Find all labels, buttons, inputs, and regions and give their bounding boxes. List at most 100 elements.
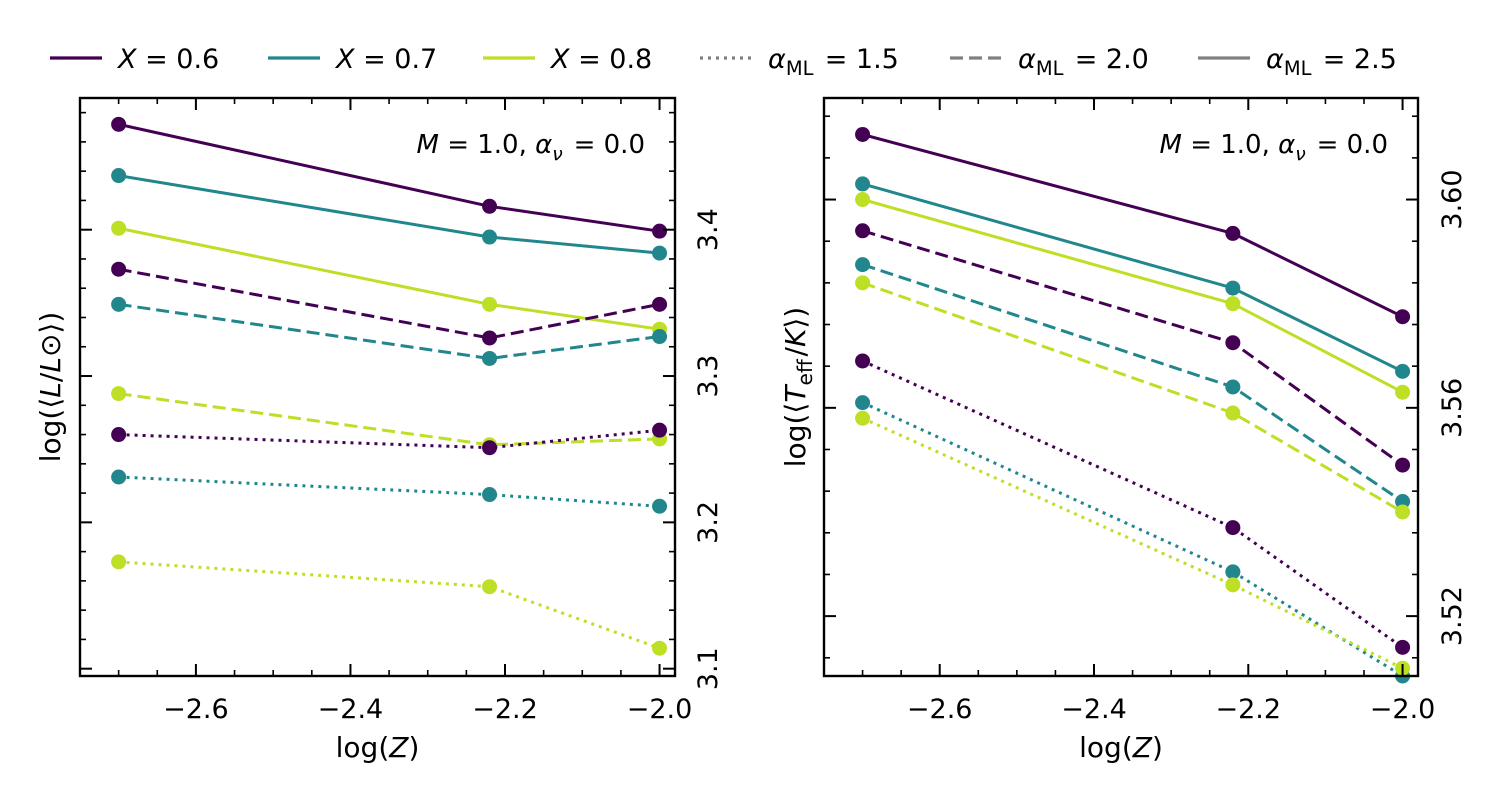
data-point-6-1 [482,440,498,456]
data-point-0-0 [111,116,127,132]
y-tick-label: 3.4 [693,208,724,251]
series-line-2 [862,198,1404,394]
data-point-4-2 [652,329,668,345]
data-point-5-0 [855,275,871,291]
x-tick-label: −2.4 [1061,694,1127,725]
data-point-2-1 [1225,296,1241,312]
legend-item-a15: αML = 1.5 [700,44,899,80]
data-point-1-2 [1395,363,1411,379]
data-point-6-0 [855,353,871,369]
data-point-1-1 [482,229,498,245]
x-tick-label: −2.2 [472,694,538,725]
data-point-2-0 [111,220,127,236]
series-line-3 [862,229,1404,467]
y-tick-label: 3.52 [1437,586,1468,646]
data-point-2-1 [482,296,498,312]
y-axis-label: log(⟨Teff /K⟩) [779,307,817,467]
data-point-3-0 [855,223,871,239]
data-point-8-2 [652,640,668,656]
data-point-8-1 [1225,577,1241,593]
legend-item-X06: X = 0.6 [50,44,219,75]
data-point-4-1 [1225,379,1241,395]
series-line-7 [861,401,1404,678]
y-tick-label: 3.56 [1437,378,1468,438]
data-point-0-2 [1395,309,1411,325]
data-point-7-1 [482,487,498,503]
series-line-6 [118,428,660,450]
y-tick-label: 3.3 [693,355,724,398]
y-tick-label: 3.2 [693,501,724,544]
y-tick-label: 3.60 [1437,169,1468,229]
series-line-3 [118,267,660,340]
series-line-6 [861,359,1404,649]
data-point-8-1 [482,579,498,595]
data-point-3-1 [1225,335,1241,351]
luminosity-panel: −2.6 −2.4 −2.2 −2.03.1 3.2 3.3 3.4 log(Z) log(⟨L… [34,96,724,764]
series-line-4 [118,302,660,360]
data-point-3-2 [1395,457,1411,473]
legend-label: X = 0.7 [334,44,437,75]
data-point-7-1 [1225,564,1241,580]
panel-annotation: M = 1.0, αν = 0.0 [417,130,646,165]
legend-item-a20: αML = 2.0 [950,44,1149,80]
x-tick-label: −2.0 [627,694,693,725]
data-point-6-2 [1395,639,1411,655]
legend-item-X07: X = 0.7 [268,44,437,75]
x-axis-label: log(Z) [1079,731,1163,764]
data-point-6-2 [652,422,668,438]
series-line-7 [118,475,660,508]
x-tick-label: −2.4 [318,694,384,725]
series-line-0 [862,133,1404,319]
data-point-5-1 [1225,405,1241,421]
plot-area [111,116,668,656]
data-point-5-2 [1395,504,1411,520]
legend-label: αML = 1.5 [768,44,899,80]
y-axis-label: log(⟨L/L⊙⟩) [34,312,67,463]
x-tick-label: −2.6 [907,694,973,725]
data-point-7-0 [111,469,127,485]
series-line-1 [118,174,660,255]
panel-annotation: M = 1.0, αν = 0.0 [1160,130,1389,165]
legend-label: X = 0.8 [549,44,652,75]
data-point-4-2 [1395,494,1411,510]
x-tick-label: −2.2 [1216,694,1282,725]
series-line-5 [118,392,660,447]
axes-frame [822,96,1420,678]
data-point-1-0 [855,176,871,192]
series-line-8 [861,416,1404,670]
x-axis-label: log(Z) [336,731,420,764]
legend: X = 0.6 X = 0.7 X = 0.8 αML = 1.5 αML = 2.0 α… [50,44,1397,80]
data-point-4-0 [855,257,871,273]
data-point-0-1 [1225,225,1241,241]
data-point-1-2 [652,245,668,261]
data-point-6-1 [1225,520,1241,536]
data-point-3-0 [111,261,127,277]
data-point-0-1 [482,198,498,214]
legend-label: αML = 2.0 [1018,44,1149,80]
data-point-1-1 [1225,280,1241,296]
data-point-7-0 [855,395,871,411]
data-point-2-2 [1395,384,1411,400]
series-line-2 [118,226,660,331]
y-tick-label: 3.1 [693,647,724,690]
data-point-0-2 [652,223,668,239]
temperature-panel: −2.6 −2.4 −2.2 −2.0 3.52 3.56 3.60 log(Z) log(⟨T… [779,96,1468,764]
data-point-3-1 [482,330,498,346]
x-tick-label: −2.6 [163,694,229,725]
x-tick-label: −2.0 [1370,694,1436,725]
legend-label: αML = 2.5 [1266,44,1397,80]
data-point-4-0 [111,296,127,312]
data-point-8-0 [855,410,871,426]
data-point-0-0 [855,126,871,142]
data-point-3-2 [652,296,668,312]
data-point-7-2 [652,498,668,514]
data-point-1-0 [111,168,127,184]
data-point-5-0 [111,386,127,402]
data-point-6-0 [111,427,127,443]
legend-label: X = 0.6 [116,44,219,75]
data-point-8-0 [111,554,127,570]
legend-item-X08: X = 0.8 [483,44,652,75]
plot-area [855,126,1411,684]
series-line-8 [118,560,661,650]
